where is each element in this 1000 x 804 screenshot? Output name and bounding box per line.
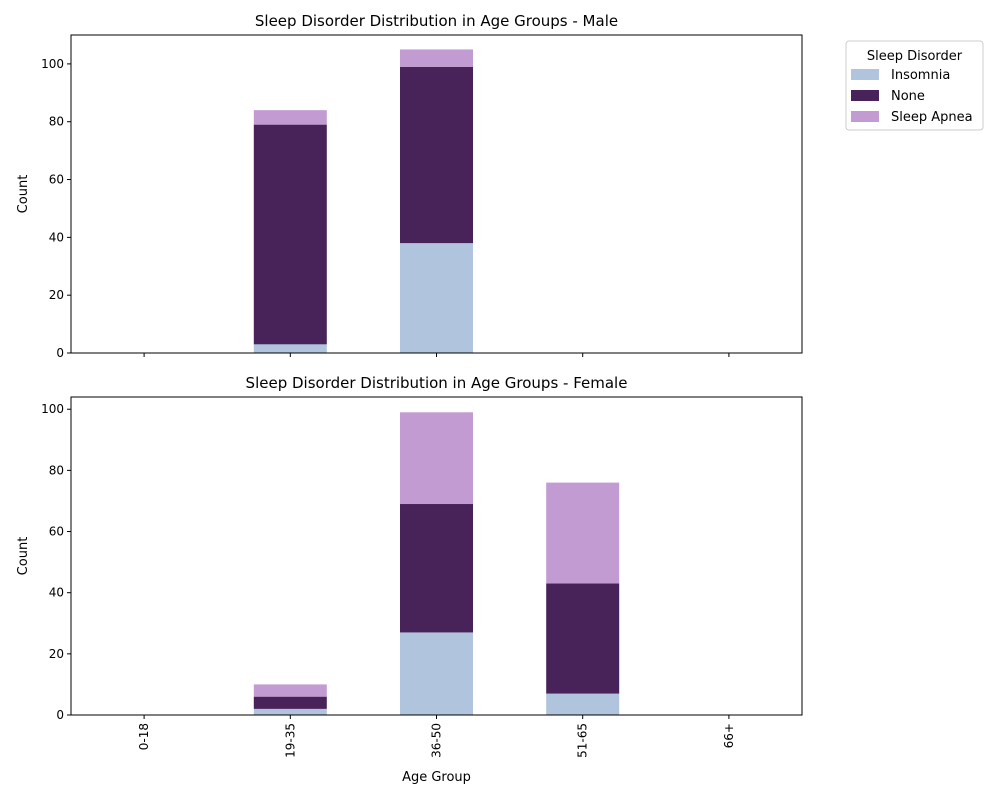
- x-tick-label: 36-50: [430, 723, 444, 758]
- bar-none-51-65: [546, 583, 620, 694]
- y-tick-label: 60: [49, 525, 64, 539]
- x-tick-label: 19-35: [283, 723, 297, 758]
- bar-sleep-apnea-19-35: [253, 110, 327, 125]
- legend-title: Sleep Disorder: [867, 49, 963, 64]
- x-axis-label: Age Group: [402, 770, 471, 785]
- x-tick-label: 51-65: [576, 723, 590, 758]
- bar-sleep-apnea-51-65: [546, 482, 620, 584]
- legend-box: [845, 40, 984, 131]
- chart-title: Sleep Disorder Distribution in Age Group…: [246, 374, 628, 392]
- legend-label-insomnia: Insomnia: [891, 68, 950, 83]
- legend-swatch-none: [851, 90, 879, 101]
- bar-none-19-35: [253, 696, 327, 709]
- x-tick-label: 66+: [722, 723, 736, 748]
- y-tick-label: 100: [41, 57, 64, 71]
- legend-label-sleep-apnea: Sleep Apnea: [891, 110, 973, 125]
- legend-swatch-insomnia: [851, 69, 879, 80]
- y-tick-label: 60: [49, 173, 64, 187]
- y-tick-label: 20: [49, 647, 64, 661]
- bar-insomnia-51-65: [546, 693, 620, 715]
- bar-sleep-apnea-36-50: [400, 412, 473, 505]
- legend-label-none: None: [891, 89, 925, 104]
- bar-insomnia-19-35: [253, 708, 327, 715]
- y-axis-label: Count: [16, 175, 31, 214]
- bar-none-19-35: [253, 124, 327, 345]
- bar-insomnia-36-50: [400, 243, 473, 353]
- chart-title: Sleep Disorder Distribution in Age Group…: [255, 12, 618, 30]
- legend-swatch-sleep-apnea: [851, 111, 879, 122]
- bar-sleep-apnea-19-35: [253, 684, 327, 697]
- bar-none-36-50: [400, 504, 473, 633]
- y-tick-label: 0: [56, 346, 64, 360]
- y-tick-label: 20: [49, 288, 64, 302]
- y-tick-label: 40: [49, 586, 64, 600]
- y-tick-label: 80: [49, 463, 64, 477]
- y-tick-label: 0: [56, 708, 64, 722]
- x-tick-label: 0-18: [137, 723, 151, 750]
- bar-insomnia-36-50: [400, 632, 473, 715]
- bar-sleep-apnea-36-50: [400, 49, 473, 67]
- bar-none-36-50: [400, 66, 473, 244]
- y-tick-label: 100: [41, 402, 64, 416]
- y-tick-label: 40: [49, 230, 64, 244]
- y-tick-label: 80: [49, 115, 64, 129]
- bar-insomnia-19-35: [253, 344, 327, 353]
- y-axis-label: Count: [16, 537, 31, 576]
